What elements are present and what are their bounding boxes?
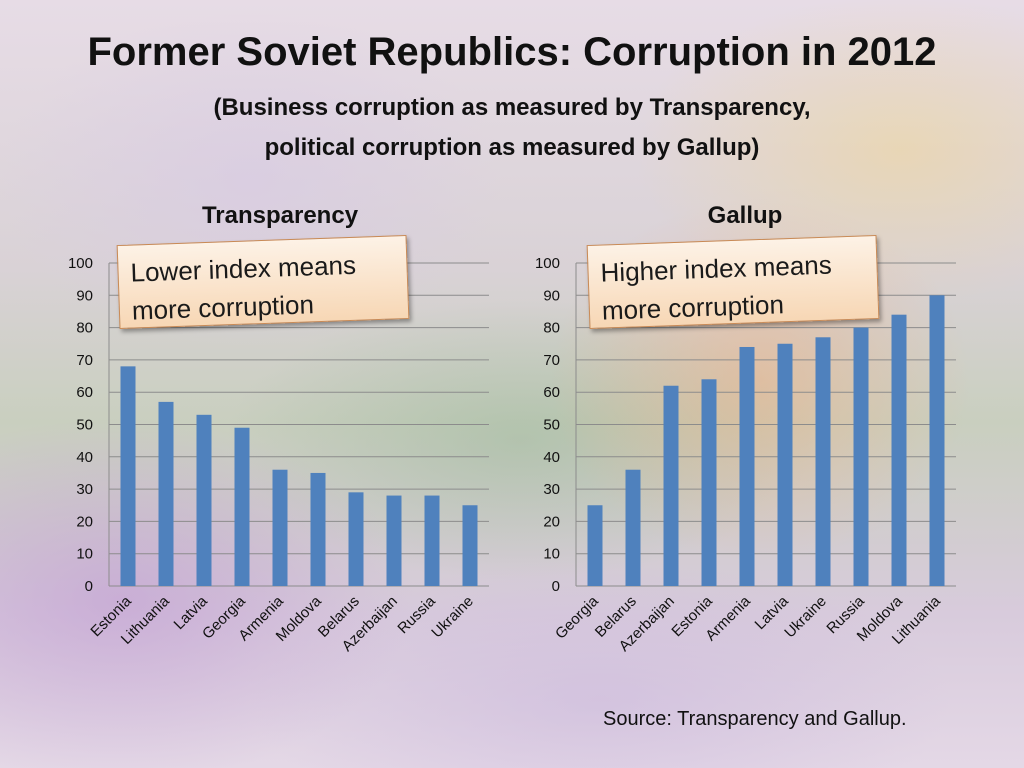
bar <box>462 505 478 586</box>
bar <box>234 427 250 586</box>
subtitle-line-1: (Business corruption as measured by Tran… <box>213 94 811 121</box>
y-tick-label: 30 <box>543 481 560 498</box>
source-note: Source: Transparency and Gallup. <box>603 708 907 730</box>
bar <box>310 472 326 586</box>
y-tick-label: 80 <box>76 320 93 337</box>
y-tick-label: 40 <box>76 449 93 466</box>
page-subtitle: (Business corruption as measured by Tran… <box>0 88 1024 168</box>
subtitle-line-2: political corruption as measured by Gall… <box>264 134 760 161</box>
y-tick-label: 0 <box>552 578 560 595</box>
y-tick-label: 70 <box>76 352 93 369</box>
y-tick-label: 0 <box>85 578 93 595</box>
bar <box>663 385 679 586</box>
y-tick-label: 90 <box>76 287 93 304</box>
y-tick-label: 10 <box>76 546 93 563</box>
bar <box>853 327 869 586</box>
bar <box>386 495 402 586</box>
y-tick-label: 10 <box>543 546 560 563</box>
y-tick-label: 50 <box>543 417 560 434</box>
y-tick-label: 60 <box>76 384 93 401</box>
y-tick-label: 90 <box>543 287 560 304</box>
y-tick-label: 20 <box>543 513 560 530</box>
bar <box>120 366 136 586</box>
y-tick-label: 100 <box>68 255 93 272</box>
y-tick-label: 100 <box>535 255 560 272</box>
bar <box>587 505 603 586</box>
y-tick-label: 70 <box>543 352 560 369</box>
y-tick-label: 30 <box>76 481 93 498</box>
gallup-callout: Higher index means more corruption <box>586 234 880 330</box>
bar <box>929 295 945 586</box>
y-tick-label: 40 <box>543 449 560 466</box>
bar <box>777 343 793 586</box>
y-tick-label: 50 <box>76 417 93 434</box>
bar <box>891 314 907 586</box>
transparency-chart-title: Transparency <box>201 202 359 229</box>
bar <box>424 495 440 586</box>
x-tick-label: Ukraine <box>428 593 477 642</box>
bar <box>739 346 755 586</box>
x-tick-label: Georgia <box>552 592 602 642</box>
page-title: Former Soviet Republics: Corruption in 2… <box>87 30 937 74</box>
gallup-chart: 0102030405060708090100GeorgiaBelarusAzer… <box>535 255 956 655</box>
bar <box>701 379 717 586</box>
bar <box>625 469 641 586</box>
x-tick-label: Ukraine <box>781 593 830 642</box>
bar <box>158 401 174 586</box>
bar <box>815 337 831 586</box>
bar <box>348 492 364 586</box>
bar <box>196 414 212 586</box>
y-tick-label: 80 <box>543 320 560 337</box>
bar <box>272 469 288 586</box>
y-tick-label: 60 <box>543 384 560 401</box>
y-tick-label: 20 <box>76 513 93 530</box>
transparency-callout: Lower index means more corruption <box>116 234 410 330</box>
gallup-chart-title: Gallup <box>707 202 783 229</box>
